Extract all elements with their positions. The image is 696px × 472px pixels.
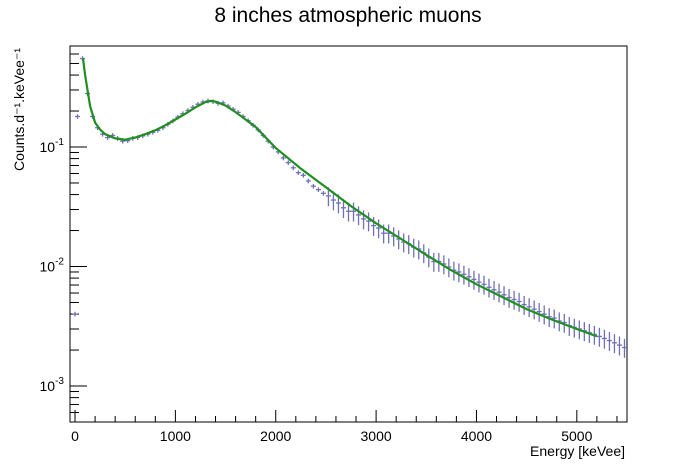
data-point	[285, 160, 291, 166]
data-point	[330, 191, 336, 211]
data-point	[72, 311, 78, 317]
data-point	[366, 212, 372, 232]
data-point	[461, 265, 467, 285]
chart-title: 8 inches atmospheric muons	[214, 4, 482, 27]
x-tick-label: 2000	[260, 428, 291, 444]
data-point	[391, 227, 397, 247]
data-point	[531, 300, 537, 320]
data-point	[551, 309, 557, 329]
data-point	[506, 288, 512, 308]
data-point	[601, 329, 607, 349]
data-point	[356, 206, 362, 226]
data-point	[345, 202, 352, 222]
data-point	[300, 172, 306, 178]
data-point	[476, 273, 482, 293]
data-point	[606, 331, 612, 351]
data-point	[340, 199, 346, 219]
fit-line	[81, 58, 598, 338]
data-point	[516, 292, 522, 312]
data-point	[486, 278, 492, 298]
data-point	[305, 178, 311, 184]
data-point	[351, 202, 357, 222]
y-tick-label: 10-2	[40, 257, 65, 275]
data-point	[396, 230, 402, 250]
data-point	[511, 290, 517, 310]
x-axis-title: Energy [keVee]	[530, 443, 625, 459]
data-point	[491, 281, 497, 300]
data-point	[481, 275, 487, 295]
data-point	[315, 187, 321, 193]
data-point	[456, 263, 462, 283]
data-point	[526, 298, 532, 318]
data-point	[371, 216, 377, 236]
x-tick-label: 3000	[361, 428, 392, 444]
data-point	[621, 338, 627, 358]
data-point	[75, 114, 81, 119]
data-point	[536, 302, 542, 322]
data-point	[596, 327, 602, 347]
y-tick-label: 10-1	[40, 137, 65, 155]
data-point	[471, 270, 477, 290]
data-point	[501, 286, 507, 306]
y-axis-title: Counts.d⁻¹.keVee⁻¹	[11, 48, 27, 171]
data-point	[280, 155, 286, 161]
data-point	[466, 268, 472, 288]
data-point	[376, 219, 382, 239]
data-point	[295, 170, 301, 176]
data-point	[386, 224, 392, 244]
x-axis: 0 1000 2000 3000 4000 5000	[71, 410, 618, 444]
data-point	[431, 252, 437, 272]
data-point	[310, 183, 316, 189]
x-tick-label: 5000	[561, 428, 592, 444]
plot-frame	[69, 45, 628, 423]
y-axis: 10-3 10-2 10-1	[40, 53, 87, 423]
data-point	[521, 296, 527, 315]
fit-curve	[81, 58, 598, 338]
data-point	[541, 305, 547, 325]
x-tick-label: 4000	[461, 428, 492, 444]
data-points	[72, 56, 627, 358]
data-point	[290, 165, 296, 171]
data-point	[320, 190, 326, 196]
data-point	[611, 334, 617, 354]
data-point	[496, 283, 502, 303]
x-tick-label: 1000	[160, 428, 191, 444]
data-point	[616, 336, 622, 356]
x-tick-label: 0	[71, 428, 79, 444]
y-tick-label: 10-3	[40, 376, 65, 394]
